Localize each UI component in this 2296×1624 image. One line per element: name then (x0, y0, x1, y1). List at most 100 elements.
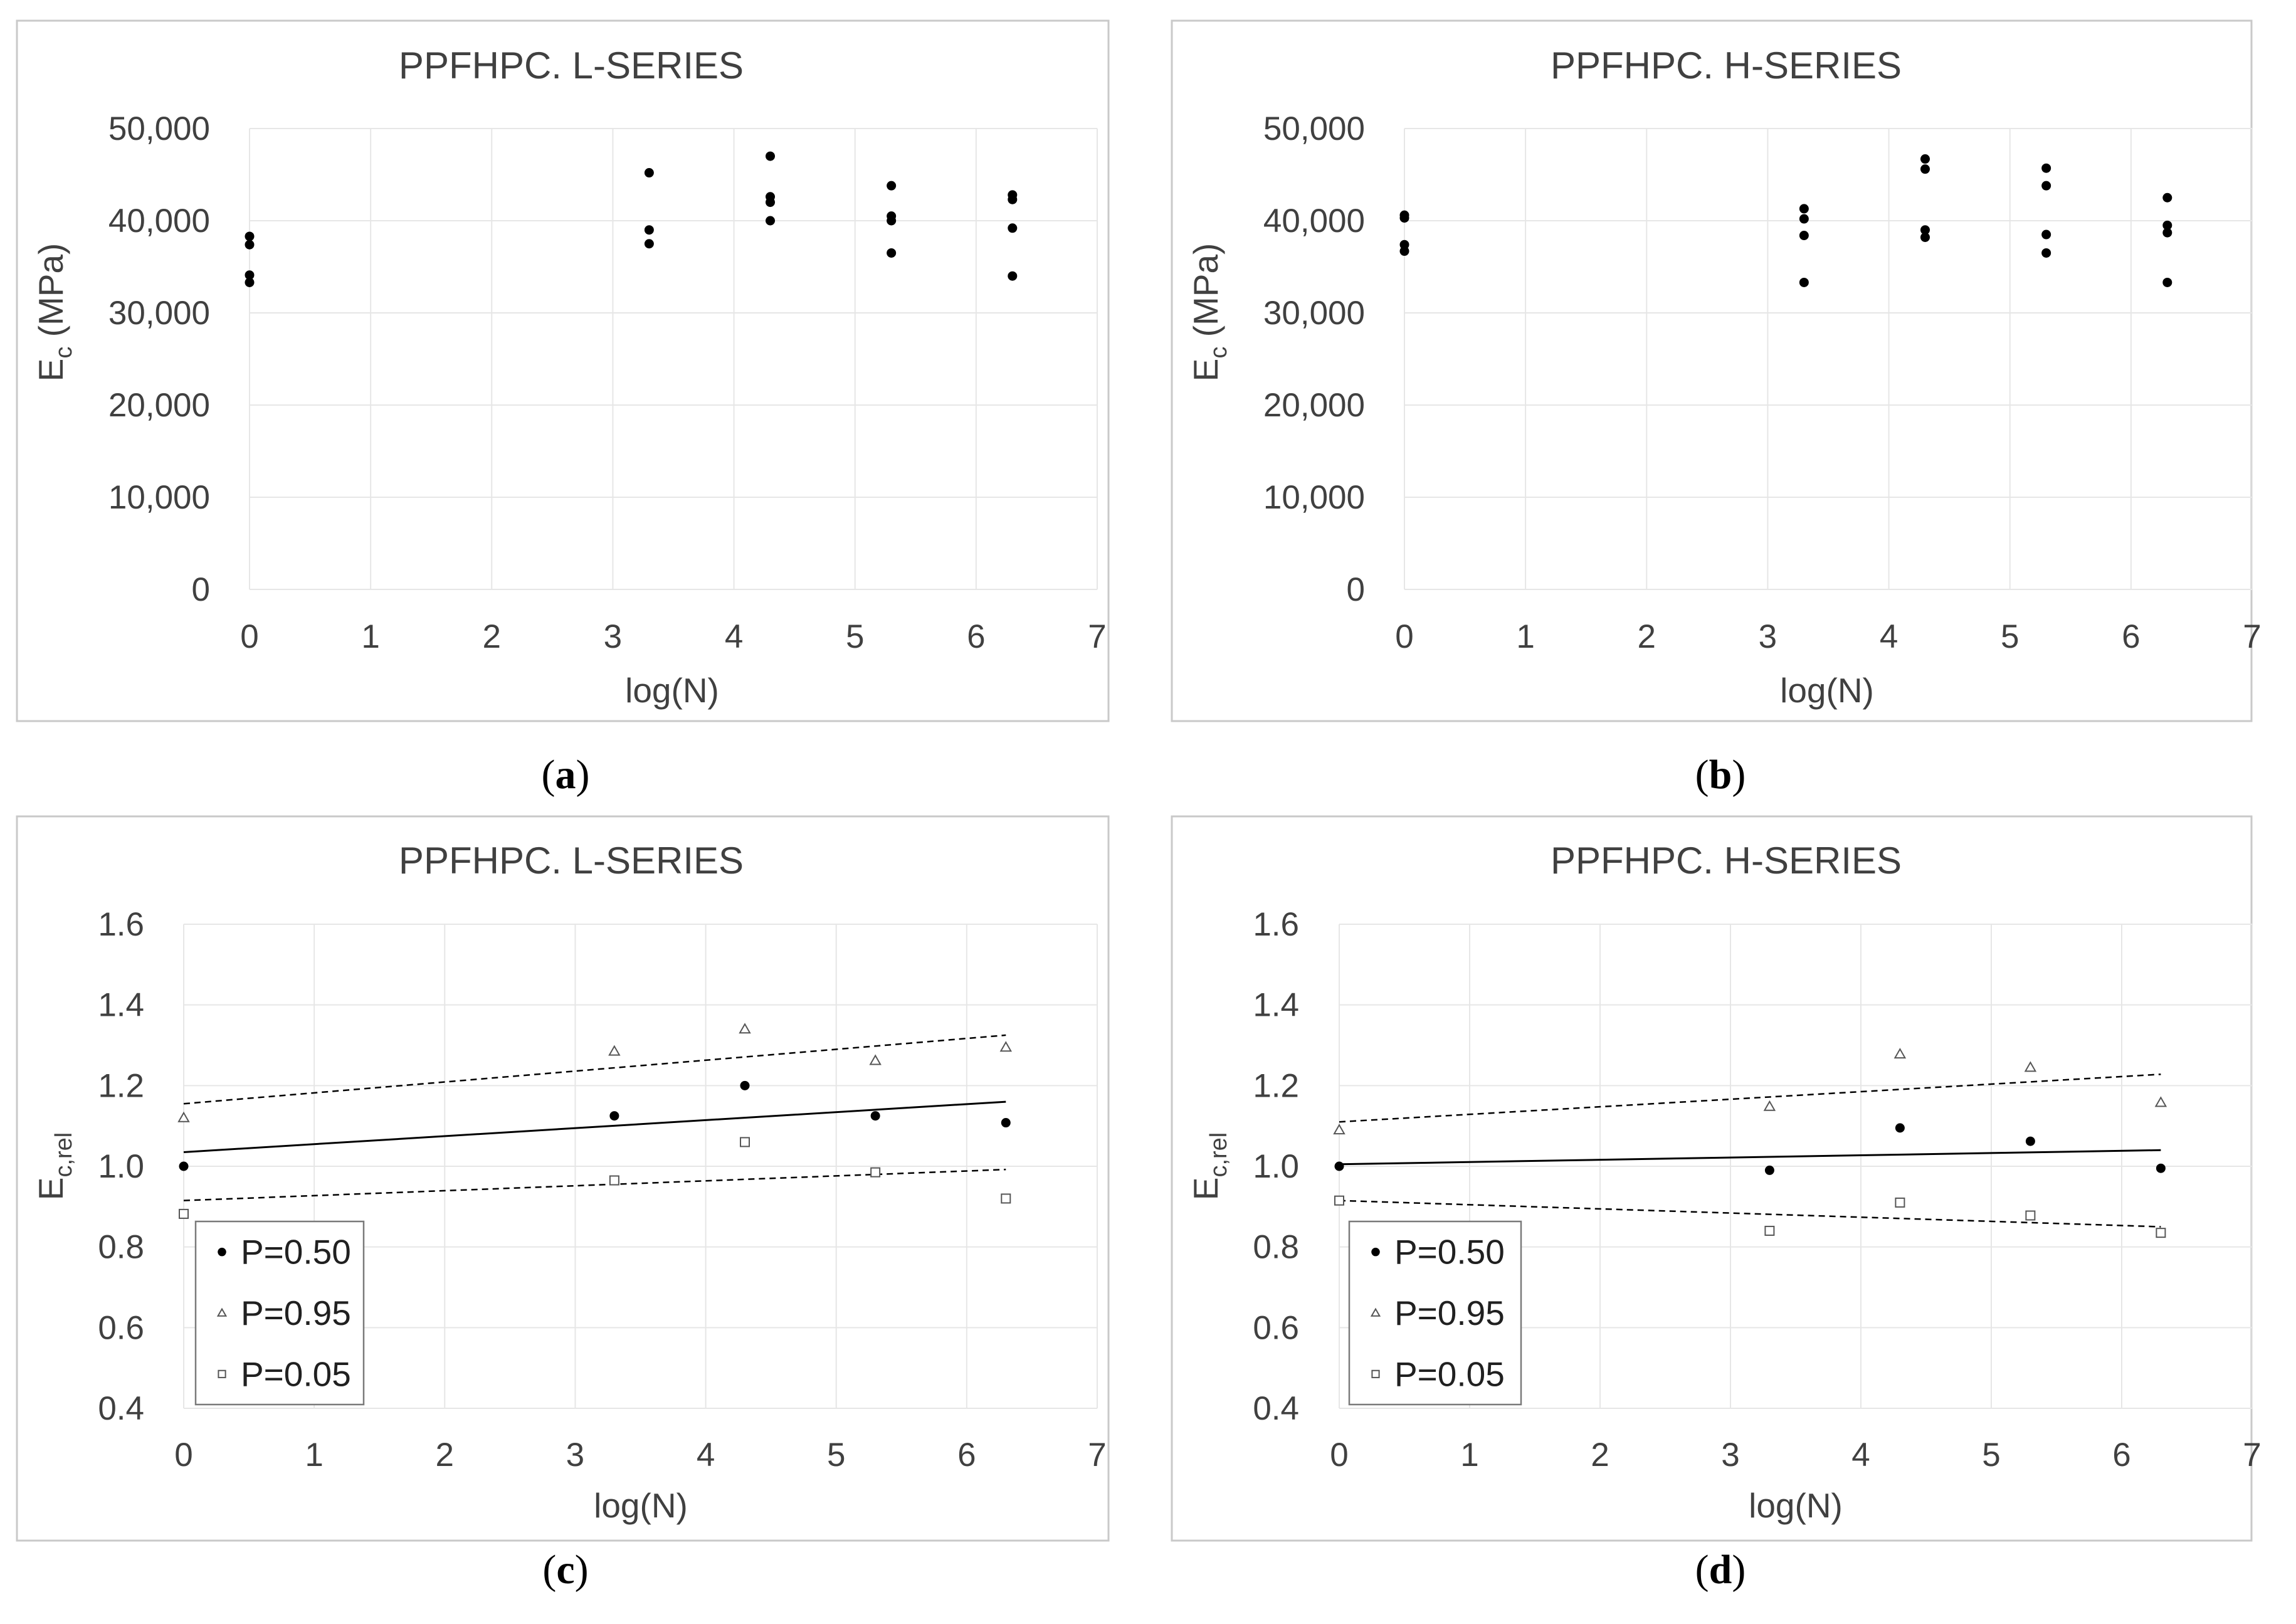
y-tick-label: 1.4 (1253, 987, 1299, 1024)
x-tick-label: 1 (1460, 1437, 1478, 1474)
x-axis-label: log(N) (594, 1486, 688, 1525)
legend-entry-label: P=0.50 (241, 1233, 351, 1272)
data-point-square (740, 1137, 750, 1147)
data-point-dot (1920, 225, 1930, 235)
legend-entry-label: P=0.05 (1394, 1354, 1505, 1393)
data-point-dot (2041, 163, 2051, 173)
panel-caption: (a) (542, 752, 590, 798)
data-point-square (1764, 1225, 1775, 1236)
caption-letter: d (1709, 1547, 1732, 1593)
y-axis-label: Ec,rel (31, 1132, 77, 1200)
data-point-dot (887, 216, 897, 226)
legend-marker-square (1371, 1369, 1380, 1378)
data-point-dot (766, 198, 776, 208)
y-tick-label: 30,000 (1263, 295, 1365, 332)
x-axis-label: log(N) (1749, 1486, 1843, 1525)
data-point-dot (1920, 232, 1930, 242)
y-tick-label: 40,000 (1263, 203, 1365, 240)
data-point-dot (887, 181, 897, 191)
data-point-dot (1920, 154, 1930, 164)
y-tick-label: 1.6 (1253, 906, 1299, 943)
data-point-dot (609, 1111, 619, 1121)
caption-open: ( (542, 1547, 556, 1593)
panel-caption: (c) (542, 1547, 588, 1593)
x-tick-label: 1 (1516, 618, 1534, 655)
y-tick-label: 50,000 (108, 110, 210, 147)
data-point-dot (1920, 164, 1930, 174)
data-point-square (609, 1175, 619, 1186)
fit-line-2 (1339, 1073, 2161, 1123)
caption-close: ) (1732, 1547, 1746, 1593)
x-tick-label: 6 (957, 1437, 976, 1474)
data-point-dot (887, 248, 897, 258)
data-point-dot (1799, 231, 1809, 241)
data-point-dot (766, 216, 776, 226)
caption-letter: c (556, 1547, 574, 1593)
x-tick-label: 7 (1088, 1437, 1106, 1474)
data-point-dot (644, 168, 654, 178)
y-tick-label: 1.2 (1253, 1067, 1299, 1104)
panel-caption: (b) (1695, 752, 1746, 798)
data-point-triangle (1763, 1100, 1776, 1111)
y-axis-label-subscript: c (51, 347, 77, 359)
data-point-dot (245, 277, 255, 287)
legend-marker-triangle (1370, 1307, 1381, 1317)
y-axis-label: Ec,rel (1186, 1132, 1232, 1200)
caption-letter: b (1709, 752, 1732, 798)
x-tick-label: 5 (846, 618, 864, 655)
chart-panel-c: 0.4 0.6 0.8 1.0 1.2 1.4 1.6 0 1 2 3 4 5 6 7 PPFHPC. L-S… (16, 815, 1110, 1593)
data-point-dot (245, 270, 255, 280)
legend-marker-triangle (216, 1307, 228, 1317)
y-tick-label: 0 (192, 571, 210, 608)
data-point-dot (2162, 277, 2172, 287)
data-point-triangle (869, 1054, 882, 1065)
caption-close: ) (576, 752, 590, 798)
data-point-dot (179, 1161, 189, 1171)
data-point-triangle (2024, 1061, 2037, 1072)
data-point-dot (644, 239, 654, 249)
fit-line-1 (1339, 1149, 2161, 1166)
x-tick-label: 4 (1880, 618, 1898, 655)
data-point-dot (766, 151, 776, 161)
y-axis-label-unit: (MPa) (31, 243, 70, 347)
y-axis-label-subscript: c,rel (51, 1132, 77, 1178)
y-tick-label: 0.6 (1253, 1309, 1299, 1346)
data-point-dot (740, 1080, 750, 1090)
chart-frame (16, 815, 1110, 1542)
data-point-dot (1334, 1161, 1344, 1171)
y-tick-label: 0.8 (1253, 1229, 1299, 1266)
data-point-dot (2041, 181, 2051, 191)
chart-title: PPFHPC. L-SERIES (399, 840, 744, 882)
legend-marker-square (218, 1369, 226, 1378)
data-point-square (2156, 1228, 2166, 1238)
caption-close: ) (1732, 752, 1746, 798)
data-point-dot (2156, 1163, 2166, 1173)
data-point-dot (1399, 246, 1409, 256)
y-tick-label: 50,000 (1263, 110, 1365, 147)
data-point-triangle (608, 1045, 621, 1056)
caption-open: ( (542, 752, 556, 798)
y-axis-label: Ec (MPa) (1186, 243, 1232, 382)
chart-panel-b: 0 10,000 20,000 30,000 40,000 50,000 0 1 2 3 4 5 6 7 P… (1171, 19, 2262, 798)
x-tick-label: 3 (604, 618, 622, 655)
y-axis-label: Ec (MPa) (31, 243, 77, 382)
data-point-dot (245, 240, 255, 250)
x-tick-label: 2 (483, 618, 501, 655)
chart-frame (1171, 19, 2253, 722)
x-tick-label: 7 (2243, 618, 2261, 655)
y-tick-label: 0.6 (98, 1309, 144, 1346)
chart-title: PPFHPC. L-SERIES (399, 45, 744, 87)
x-tick-label: 3 (1721, 1437, 1739, 1474)
legend-entry-label: P=0.95 (241, 1294, 351, 1332)
legend-marker-dot (1371, 1247, 1380, 1257)
x-tick-label: 5 (2001, 618, 2019, 655)
x-tick-label: 2 (1591, 1437, 1609, 1474)
data-point-square (870, 1167, 881, 1178)
y-tick-label: 1.4 (98, 987, 144, 1024)
x-tick-label: 4 (697, 1437, 715, 1474)
data-point-triangle (999, 1041, 1013, 1052)
data-point-dot (1008, 271, 1018, 281)
data-point-dot (2162, 192, 2172, 203)
x-tick-label: 6 (2112, 1437, 2130, 1474)
data-point-triangle (1893, 1048, 1907, 1059)
